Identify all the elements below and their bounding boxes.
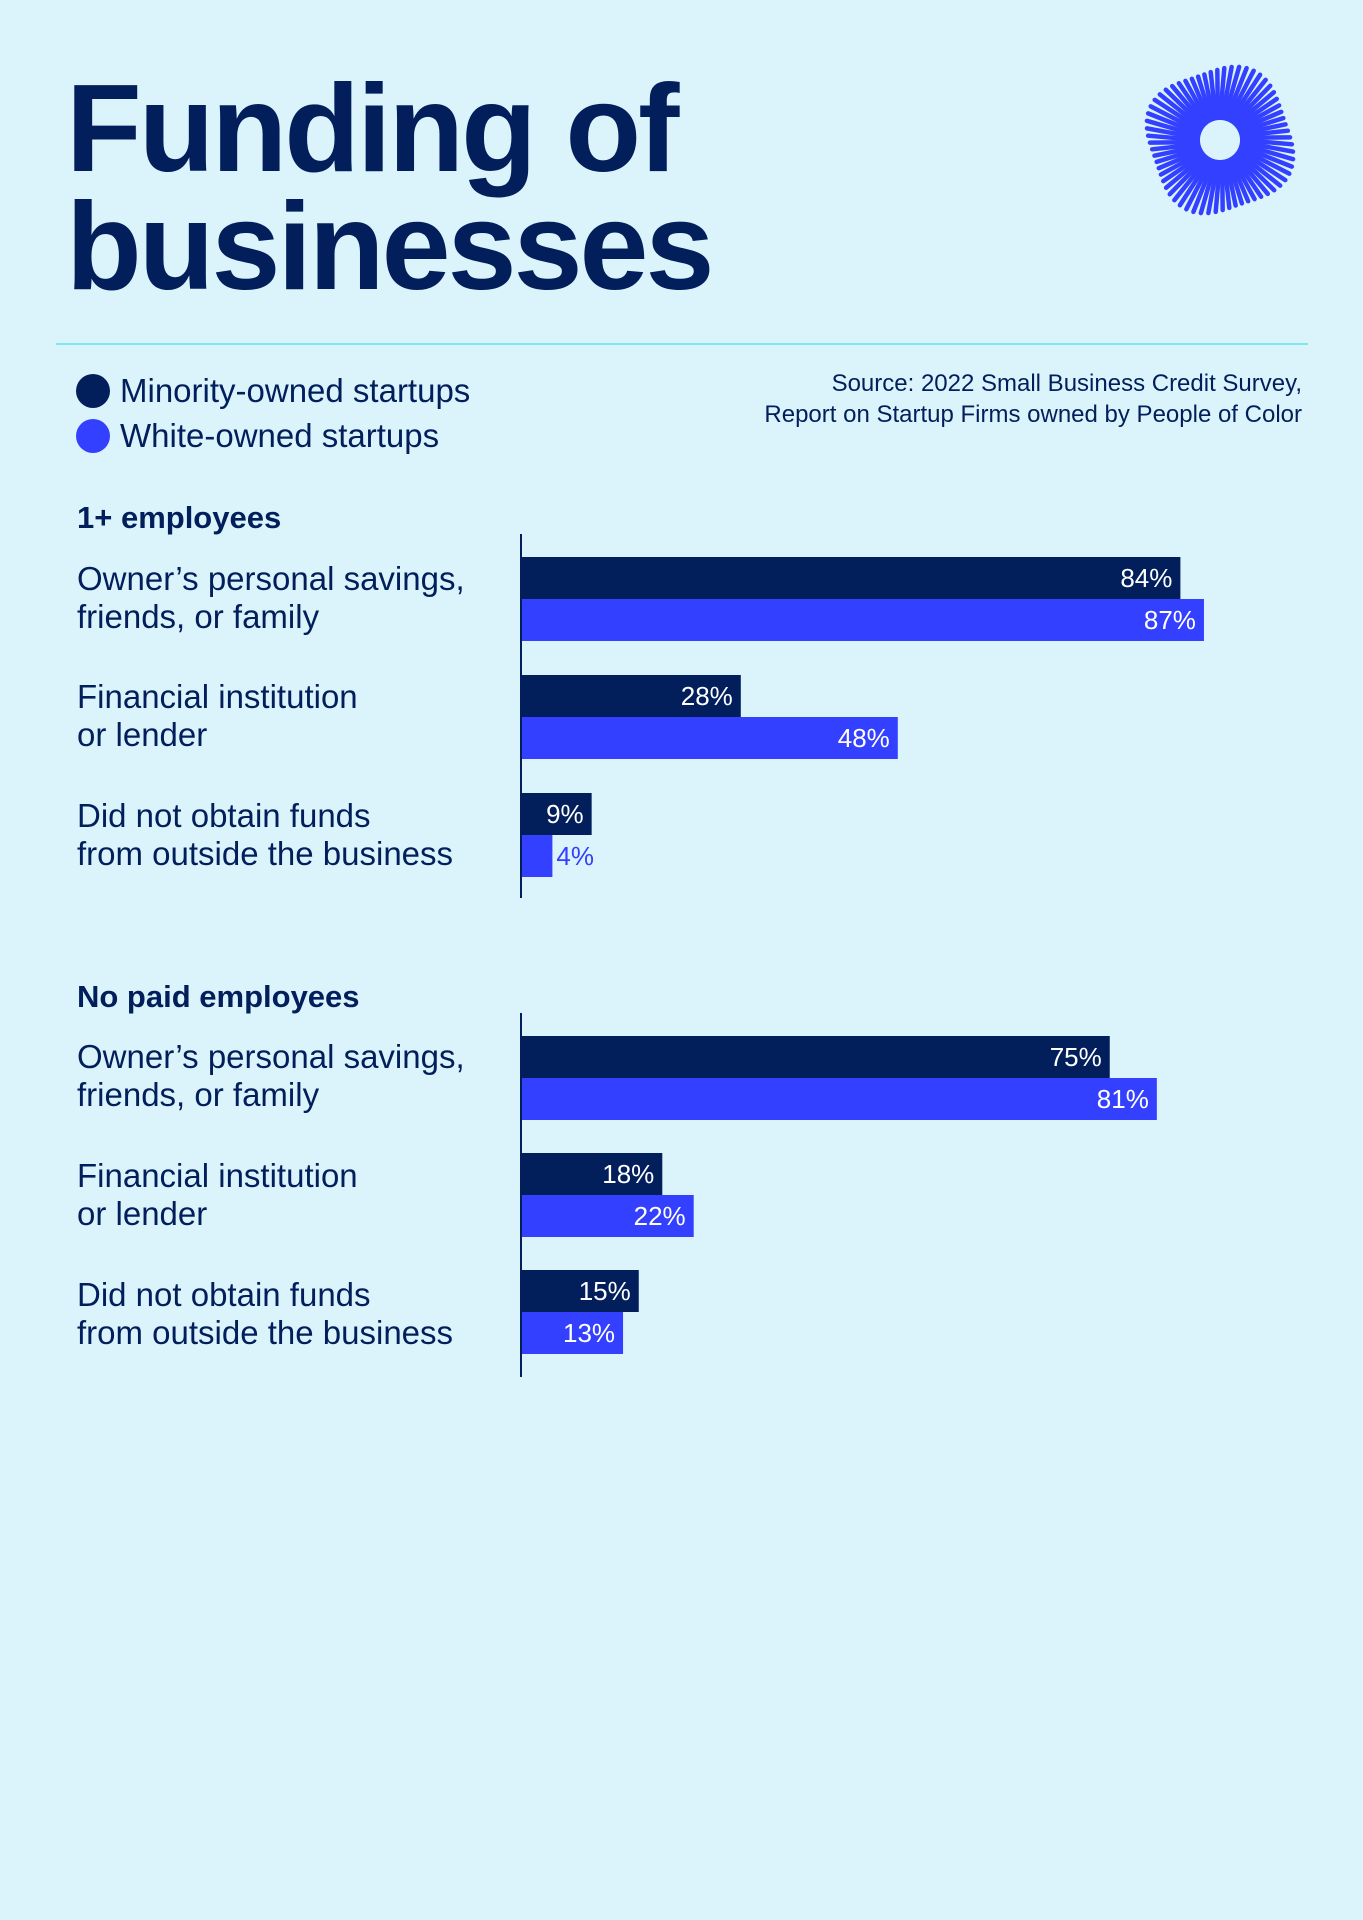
legend-swatch-minority bbox=[76, 373, 110, 408]
bar bbox=[521, 835, 553, 877]
bar bbox=[521, 557, 1181, 599]
category-label: Financial institution or lender bbox=[77, 678, 358, 754]
bar-value-label: 28% bbox=[681, 681, 733, 711]
bar-value-label: 84% bbox=[1120, 563, 1172, 593]
bar bbox=[521, 1270, 639, 1312]
bar bbox=[521, 1312, 624, 1354]
category-label: Did not obtain funds from outside the bu… bbox=[77, 1276, 453, 1352]
category-label-line: Financial institution bbox=[77, 1157, 358, 1194]
category-label-line: from outside the business bbox=[77, 835, 454, 872]
bar-value-label: 15% bbox=[579, 1276, 631, 1306]
legend-label-white: White-owned startups bbox=[120, 416, 440, 454]
category-label: Owner’s personal savings, friends, or fa… bbox=[77, 560, 465, 636]
category-label: Did not obtain funds from outside the bu… bbox=[77, 797, 453, 873]
bar-value-label: 4% bbox=[556, 841, 594, 871]
source-line-2: Report on Startup Firms owned by People … bbox=[764, 401, 1302, 428]
source-line-1: Source: 2022 Small Business Credit Surve… bbox=[831, 370, 1302, 397]
bar-value-label: 22% bbox=[634, 1201, 686, 1231]
bar-value-label: 48% bbox=[838, 723, 890, 753]
bar bbox=[521, 717, 898, 759]
bar bbox=[521, 1195, 694, 1237]
bar-value-label: 81% bbox=[1097, 1084, 1149, 1114]
bar-value-label: 18% bbox=[602, 1159, 654, 1189]
category-label-line: Owner’s personal savings, bbox=[77, 560, 465, 597]
header-divider bbox=[56, 343, 1308, 345]
bar bbox=[521, 793, 592, 835]
chart-legend: Minority-owned startups White-owned star… bbox=[76, 368, 470, 458]
page-title: Funding of businesses bbox=[66, 60, 714, 316]
sunburst-logo-icon bbox=[1144, 64, 1296, 216]
category-label-line: from outside the business bbox=[77, 1314, 454, 1351]
title-line-1: Funding of bbox=[66, 60, 679, 198]
source-note: Source: 2022 Small Business Credit Surve… bbox=[764, 368, 1302, 430]
category-label-line: Did not obtain funds bbox=[77, 797, 371, 834]
title-line-2: businesses bbox=[66, 178, 714, 316]
legend-swatch-white bbox=[76, 418, 110, 453]
category-label-line: or lender bbox=[77, 1195, 208, 1232]
bar-value-label: 87% bbox=[1144, 605, 1196, 635]
section-title-1: 1+ employees bbox=[77, 500, 282, 535]
legend-item-minority: Minority-owned startups bbox=[76, 368, 470, 413]
category-label-line: or lender bbox=[77, 716, 208, 753]
legend-item-white: White-owned startups bbox=[76, 413, 470, 458]
bar bbox=[521, 1078, 1157, 1120]
bar-value-label: 75% bbox=[1050, 1042, 1102, 1072]
category-label-line: Did not obtain funds bbox=[77, 1276, 371, 1313]
bar bbox=[521, 1153, 663, 1195]
category-label-line: Owner’s personal savings, bbox=[77, 1038, 465, 1075]
category-label-line: Financial institution bbox=[77, 678, 358, 715]
bar-value-label: 9% bbox=[546, 799, 584, 829]
bar bbox=[521, 675, 741, 717]
bar-value-label: 13% bbox=[563, 1318, 615, 1348]
bar bbox=[521, 1036, 1110, 1078]
bar bbox=[521, 599, 1204, 641]
section-title-2: No paid employees bbox=[77, 979, 360, 1014]
legend-label-minority: Minority-owned startups bbox=[120, 371, 471, 409]
category-label-line: friends, or family bbox=[77, 598, 320, 635]
category-label: Financial institution or lender bbox=[77, 1157, 358, 1233]
category-label: Owner’s personal savings, friends, or fa… bbox=[77, 1038, 465, 1114]
category-label-line: friends, or family bbox=[77, 1076, 320, 1113]
